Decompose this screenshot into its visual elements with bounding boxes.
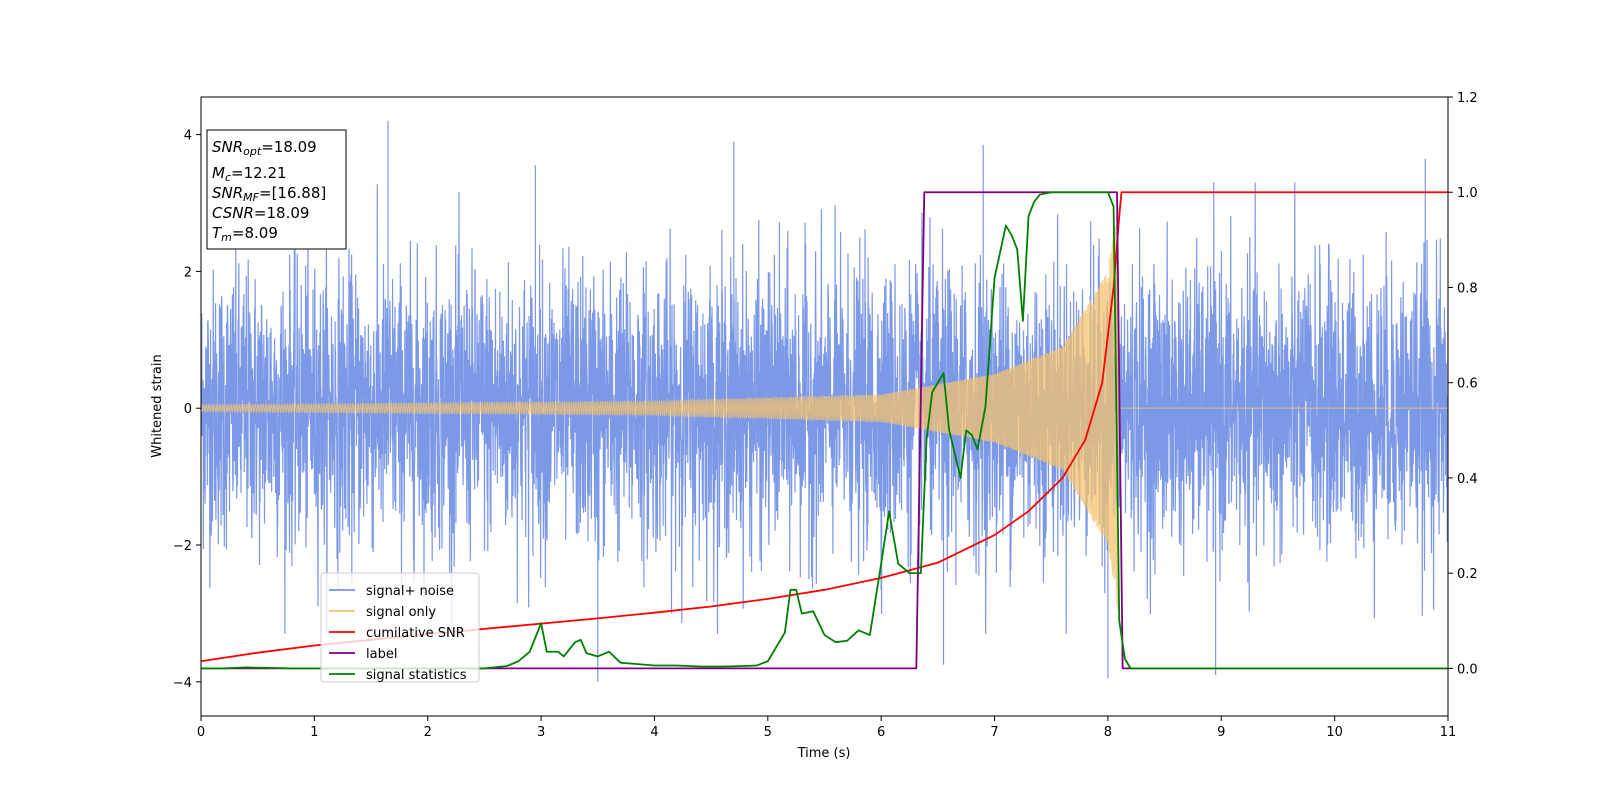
plot-frame xyxy=(200,96,1449,717)
legend-label: cumilative SNR xyxy=(366,626,465,641)
legend-label: signal statistics xyxy=(366,668,467,683)
annotation-tm: Tm=8.09 xyxy=(212,224,278,244)
x-tick-label: 10 xyxy=(1326,725,1343,740)
y-left-tick-label: −2 xyxy=(173,539,192,554)
x-tick-label: 6 xyxy=(877,725,885,740)
x-tick-label: 0 xyxy=(197,725,205,740)
y-left-tick-label: 0 xyxy=(184,402,192,417)
y-right-tick-label: 0.2 xyxy=(1457,567,1478,582)
y-right-tick-label: 1.0 xyxy=(1457,186,1478,201)
y-axis-label: Whitened strain xyxy=(150,354,165,457)
y-left-tick-label: 4 xyxy=(184,129,192,144)
x-axis-label: Time (s) xyxy=(797,746,851,761)
x-tick-label: 1 xyxy=(310,725,318,740)
y-left-tick-label: −4 xyxy=(173,676,192,691)
annotation-snr-mf: SNRMF=[16.88] xyxy=(212,184,326,204)
x-tick-label: 4 xyxy=(650,725,658,740)
y-right-tick-label: 0.8 xyxy=(1457,281,1478,296)
x-axis: 0 1 2 3 4 5 6 7 8 9 10 11 xyxy=(197,716,1456,740)
annotation-snr-opt: SNRopt=18.09 xyxy=(212,138,317,158)
y-right-tick-label: 0.0 xyxy=(1457,662,1478,677)
x-tick-label: 9 xyxy=(1217,725,1225,740)
stats-annotation-box: SNRopt=18.09 Mc=12.21 SNRMF=[16.88] CSNR… xyxy=(206,129,347,250)
x-tick-label: 7 xyxy=(990,725,998,740)
legend: signal+ noise signal only cumilative SNR la… xyxy=(320,572,480,683)
y-right-tick-label: 0.6 xyxy=(1457,377,1478,392)
y-right-tick-label: 0.4 xyxy=(1457,472,1478,487)
y-right-tick-label: 1.2 xyxy=(1457,91,1478,106)
x-tick-label: 3 xyxy=(537,725,545,740)
series-signal-noise xyxy=(201,120,1448,682)
x-tick-label: 5 xyxy=(764,725,772,740)
y-axis-left: −4 −2 0 2 4 xyxy=(173,129,201,691)
y-left-tick-label: 2 xyxy=(184,265,192,280)
x-tick-label: 8 xyxy=(1104,725,1112,740)
x-tick-label: 2 xyxy=(424,725,432,740)
annotation-csnr: CSNR=18.09 xyxy=(212,204,309,222)
legend-label: signal+ noise xyxy=(366,584,454,599)
x-tick-label: 11 xyxy=(1440,725,1457,740)
y-axis-right: 0.0 0.2 0.4 0.6 0.8 1.0 1.2 xyxy=(1448,91,1478,677)
series-signal-statistics xyxy=(201,191,1448,670)
legend-label: label xyxy=(366,647,397,662)
legend-label: signal only xyxy=(366,605,436,620)
annotation-mc: Mc=12.21 xyxy=(212,164,287,184)
